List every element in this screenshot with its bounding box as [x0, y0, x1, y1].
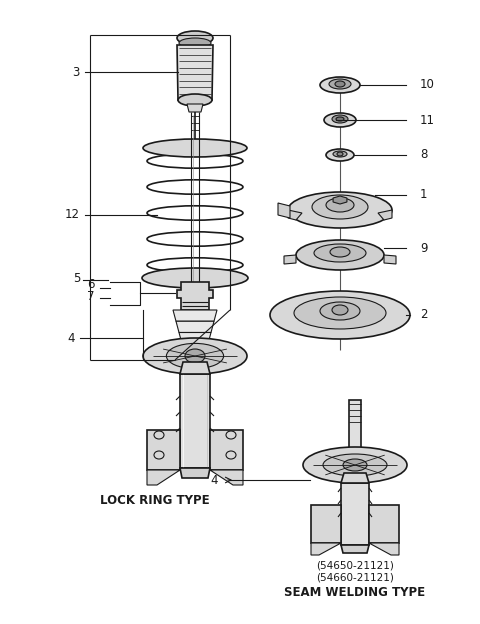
Ellipse shape — [343, 459, 367, 471]
Ellipse shape — [330, 247, 350, 257]
Polygon shape — [147, 430, 180, 470]
Text: LOCK RING TYPE: LOCK RING TYPE — [100, 494, 210, 507]
Ellipse shape — [337, 152, 343, 156]
Text: 4: 4 — [68, 331, 75, 344]
Ellipse shape — [326, 198, 354, 212]
Ellipse shape — [143, 338, 247, 374]
Ellipse shape — [270, 291, 410, 339]
Polygon shape — [182, 344, 208, 355]
Text: 2: 2 — [420, 308, 428, 321]
Text: 10: 10 — [420, 79, 435, 92]
Polygon shape — [384, 255, 396, 264]
Ellipse shape — [143, 139, 247, 157]
Polygon shape — [179, 333, 211, 344]
Ellipse shape — [312, 195, 368, 219]
Ellipse shape — [178, 94, 212, 106]
Polygon shape — [288, 210, 302, 220]
Ellipse shape — [167, 343, 224, 369]
Polygon shape — [349, 400, 361, 455]
Text: (54660-21121): (54660-21121) — [316, 573, 394, 583]
Polygon shape — [341, 473, 369, 483]
Ellipse shape — [314, 244, 366, 262]
Polygon shape — [311, 543, 341, 555]
Ellipse shape — [185, 349, 205, 363]
Polygon shape — [177, 45, 213, 100]
Ellipse shape — [326, 149, 354, 161]
Ellipse shape — [294, 297, 386, 329]
Polygon shape — [176, 321, 214, 333]
Polygon shape — [210, 430, 243, 470]
Text: 1: 1 — [420, 188, 428, 202]
Polygon shape — [369, 543, 399, 555]
Text: 5: 5 — [72, 271, 80, 285]
Polygon shape — [180, 374, 210, 468]
Ellipse shape — [320, 302, 360, 320]
Ellipse shape — [336, 117, 344, 121]
Ellipse shape — [320, 77, 360, 93]
Polygon shape — [284, 255, 296, 264]
Polygon shape — [346, 455, 364, 465]
Ellipse shape — [333, 151, 347, 157]
Text: (54650-21121): (54650-21121) — [316, 560, 394, 570]
Polygon shape — [369, 505, 399, 543]
Text: 4: 4 — [211, 474, 218, 487]
Text: 12: 12 — [65, 208, 80, 222]
Ellipse shape — [335, 81, 345, 87]
Polygon shape — [177, 282, 213, 310]
Text: 3: 3 — [72, 66, 80, 79]
Polygon shape — [341, 545, 369, 553]
Polygon shape — [147, 470, 180, 485]
Polygon shape — [333, 196, 347, 204]
Polygon shape — [278, 203, 290, 218]
Ellipse shape — [288, 192, 392, 228]
Ellipse shape — [323, 454, 387, 476]
Text: SEAM WELDING TYPE: SEAM WELDING TYPE — [285, 587, 426, 600]
Polygon shape — [173, 310, 217, 321]
Ellipse shape — [303, 447, 407, 483]
Polygon shape — [210, 470, 243, 485]
Ellipse shape — [332, 115, 348, 123]
Polygon shape — [378, 210, 392, 220]
Ellipse shape — [179, 38, 211, 48]
Polygon shape — [180, 468, 210, 478]
Ellipse shape — [142, 268, 248, 288]
Text: 6: 6 — [87, 278, 95, 291]
Ellipse shape — [332, 305, 348, 315]
Polygon shape — [180, 362, 210, 374]
Polygon shape — [187, 104, 203, 112]
Text: 11: 11 — [420, 114, 435, 127]
Polygon shape — [341, 483, 369, 545]
Text: 8: 8 — [420, 149, 427, 162]
Ellipse shape — [296, 240, 384, 270]
Polygon shape — [311, 505, 341, 543]
Text: 9: 9 — [420, 241, 428, 255]
Text: 7: 7 — [87, 290, 95, 303]
Ellipse shape — [324, 113, 356, 127]
Ellipse shape — [177, 31, 213, 45]
Ellipse shape — [329, 79, 351, 89]
